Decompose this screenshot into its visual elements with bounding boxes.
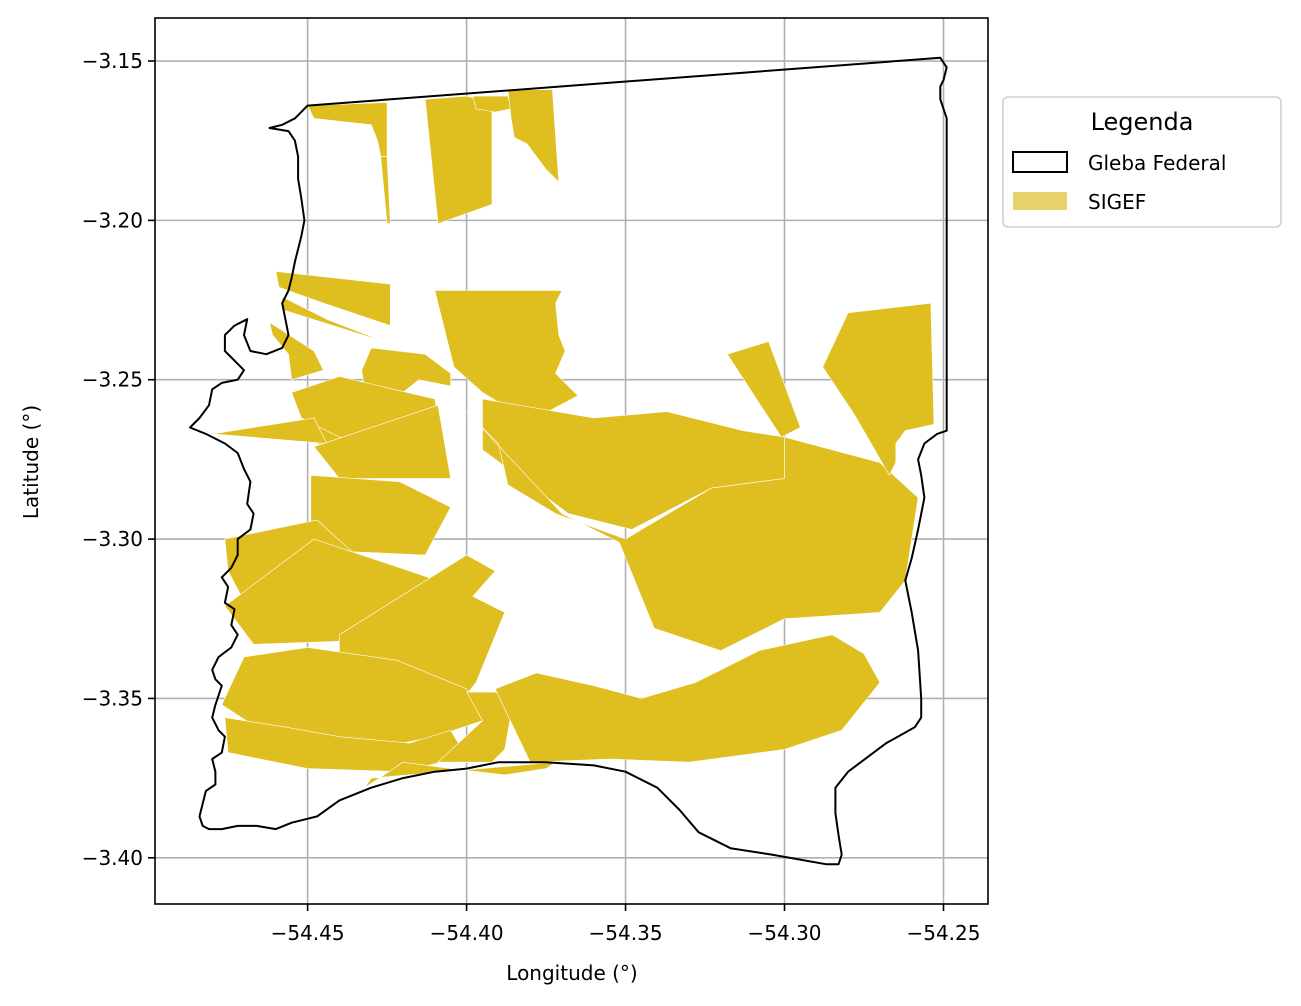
sigef-parcel-16: [727, 342, 800, 438]
sigef-parcel-5: [276, 271, 391, 325]
legend-label-sigef: SIGEF: [1088, 190, 1146, 214]
y-tick-label-3: −3.30: [82, 527, 143, 551]
legend-swatch-sigef: [1013, 192, 1067, 210]
y-axis-ticks: −3.15 −3.20 −3.25 −3.30 −3.35 −3.40: [82, 49, 155, 870]
y-tick-label-5: −3.40: [82, 846, 143, 870]
legend: Legenda Gleba Federal SIGEF: [1003, 97, 1281, 227]
y-tick-label-0: −3.15: [82, 49, 143, 73]
sigef-parcel-25: [495, 635, 880, 763]
x-tick-label-4: −54.25: [906, 921, 980, 945]
legend-title: Legenda: [1091, 108, 1194, 136]
sigef-parcel-13: [212, 418, 327, 444]
y-tick-label-4: −3.35: [82, 686, 143, 710]
x-tick-label-0: −54.45: [271, 921, 345, 945]
y-tick-label-1: −3.20: [82, 208, 143, 232]
sigef-parcel-9: [435, 291, 578, 422]
sigef-parcels: [212, 90, 934, 788]
x-tick-label-3: −54.30: [748, 921, 822, 945]
sigef-parcel-1: [381, 157, 391, 224]
sigef-parcel-7: [270, 322, 324, 379]
sigef-parcel-2: [425, 96, 492, 224]
x-tick-label-2: −54.35: [589, 921, 663, 945]
sigef-parcel-0: [308, 103, 388, 157]
sigef-parcel-4: [508, 90, 559, 182]
y-tick-label-2: −3.25: [82, 368, 143, 392]
x-axis-ticks: −54.45 −54.40 −54.35 −54.30 −54.25: [271, 904, 981, 945]
x-axis-label: Longitude (°): [506, 961, 637, 985]
y-axis-label: Latitude (°): [19, 405, 43, 519]
x-tick-label-1: −54.40: [430, 921, 504, 945]
sigef-parcel-17: [823, 303, 934, 475]
legend-label-gleba-federal: Gleba Federal: [1088, 151, 1226, 175]
